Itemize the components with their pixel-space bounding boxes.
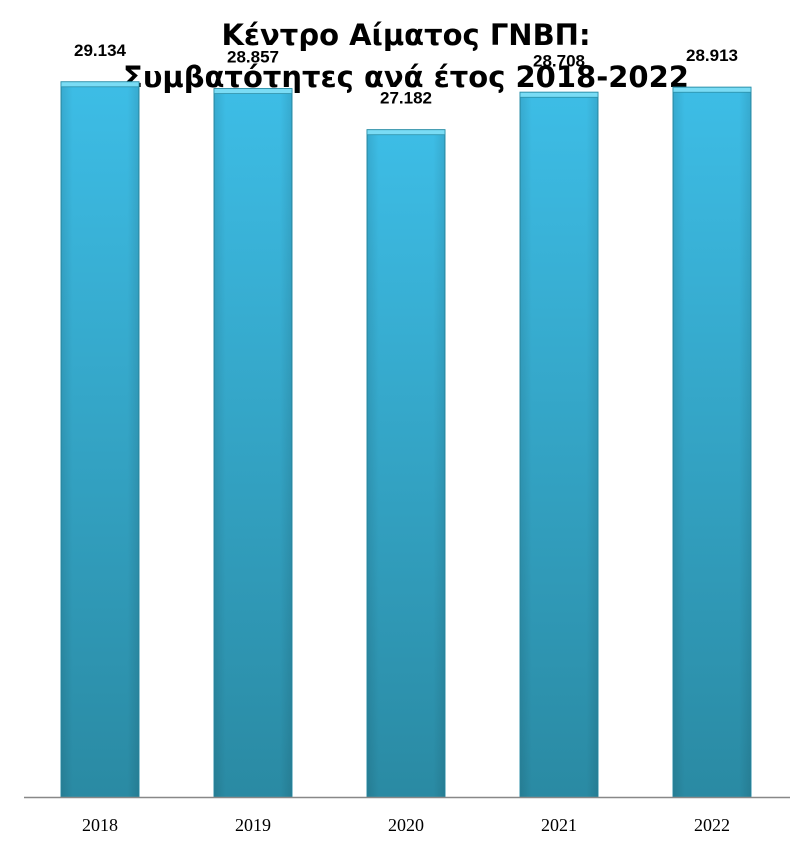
bar-shade-2022	[673, 87, 751, 797]
bar-cap-2019	[213, 88, 293, 95]
bar-cap-2022	[672, 86, 752, 93]
x-tick-label-2022: 2022	[694, 815, 730, 835]
x-tick-label-2020: 2020	[388, 815, 424, 835]
x-tick-label-2018: 2018	[82, 815, 118, 835]
data-label-2021: 28.708	[533, 51, 585, 70]
data-label-2018: 29.134	[74, 41, 127, 60]
data-label-2019: 28.857	[227, 48, 279, 67]
data-label-2020: 27.182	[380, 89, 432, 108]
bar-shade-2021	[520, 92, 598, 798]
x-tick-label-2021: 2021	[541, 815, 577, 835]
bar-shade-2018	[61, 81, 139, 797]
bar-cap-2020	[366, 129, 446, 136]
x-tick-label-2019: 2019	[235, 815, 271, 835]
bar-shade-2020	[367, 129, 445, 798]
bar-cap-2021	[519, 91, 599, 98]
bar-shade-2019	[214, 88, 292, 798]
bar-cap-2018	[60, 81, 140, 88]
data-label-2022: 28.913	[686, 46, 738, 65]
chart-title: Κέντρο Αίματος ΓΝΒΠ:	[221, 18, 591, 52]
